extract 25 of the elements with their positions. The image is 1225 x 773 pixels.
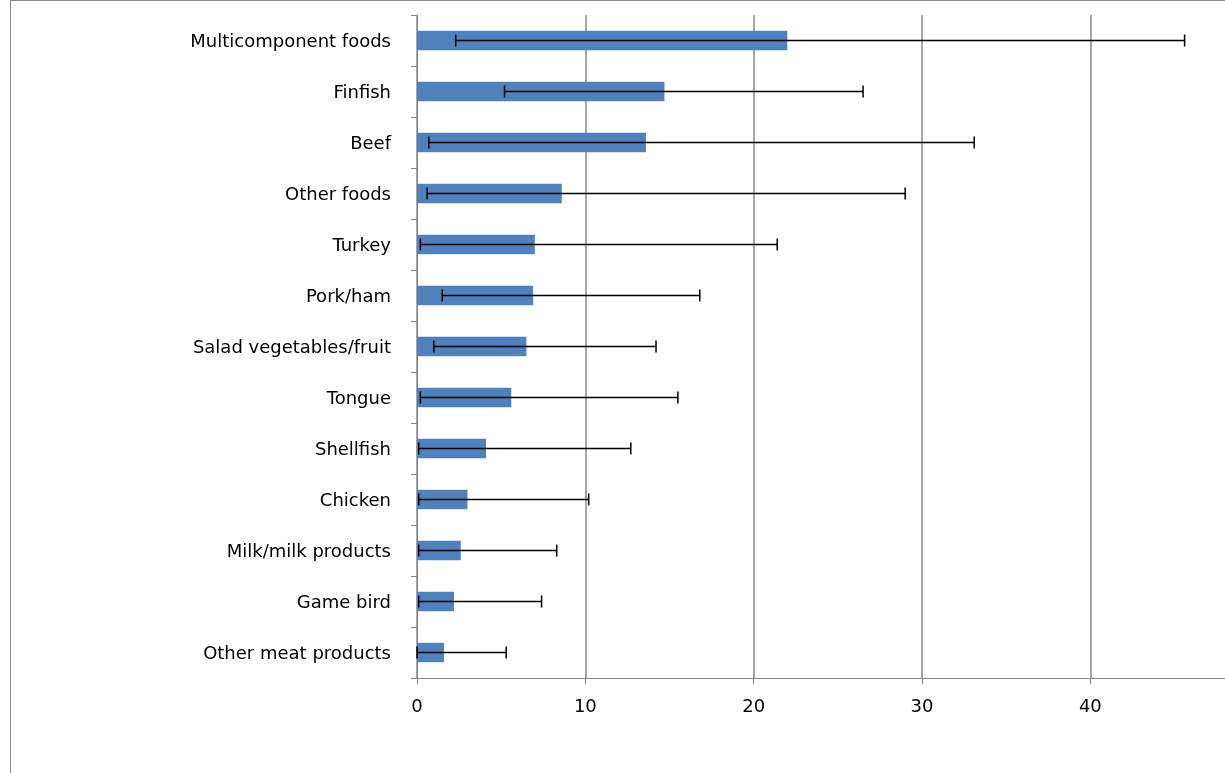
x-tick-label: 40	[1078, 694, 1102, 716]
y-tick-label: Salad vegetables/fruit	[192, 336, 391, 357]
x-tick-label: 30	[910, 694, 934, 716]
y-tick-label: Shellfish	[314, 438, 391, 459]
y-tick-label: Other foods	[285, 183, 391, 204]
x-tick-label: 10	[573, 694, 597, 716]
y-tick-label: Multicomponent foods	[190, 30, 391, 51]
bar	[417, 30, 788, 51]
bar	[417, 438, 487, 459]
y-tick-label: Other meat products	[203, 642, 391, 663]
y-tick-label: Game bird	[296, 591, 391, 612]
bar	[417, 285, 534, 306]
bar	[417, 132, 646, 153]
y-tick-label: Beef	[350, 132, 392, 153]
x-tick-label: 0	[411, 694, 423, 716]
y-tick-label: Pork/ham	[305, 285, 391, 306]
bar	[417, 336, 527, 357]
y-tick-label: Turkey	[331, 234, 392, 255]
y-tick-label: Milk/milk products	[226, 540, 391, 561]
bar	[417, 81, 665, 102]
x-tick-label: 20	[742, 694, 766, 716]
y-tick-label: Tongue	[325, 387, 391, 408]
y-tick-label: Chicken	[319, 489, 391, 510]
y-tick-label: Finfish	[333, 81, 391, 102]
bar	[417, 234, 535, 255]
